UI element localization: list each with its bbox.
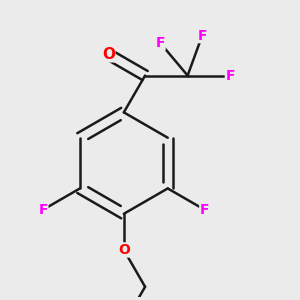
Text: F: F (155, 36, 165, 50)
Text: O: O (102, 47, 115, 62)
Text: F: F (38, 203, 48, 217)
Text: O: O (118, 243, 130, 257)
Text: F: F (225, 68, 235, 83)
Text: F: F (197, 28, 207, 43)
Text: F: F (200, 203, 209, 217)
